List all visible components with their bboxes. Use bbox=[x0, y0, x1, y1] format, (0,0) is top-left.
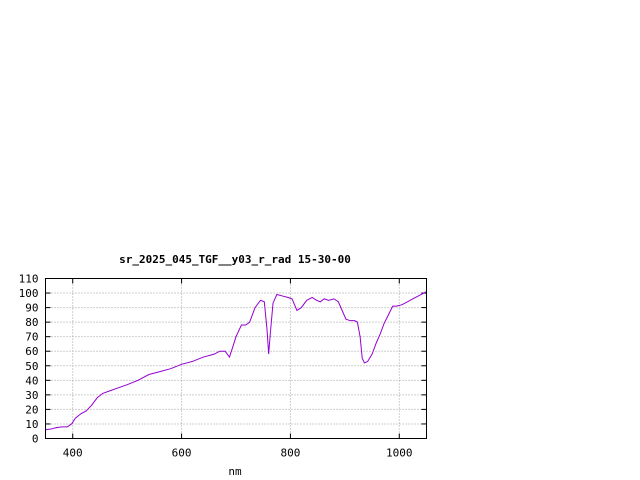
y-tick-label: 0 bbox=[32, 433, 39, 446]
y-tick-label: 110 bbox=[19, 273, 39, 286]
x-axis-label: nm bbox=[228, 465, 242, 478]
y-tick-label: 60 bbox=[25, 345, 38, 358]
y-tick-label: 20 bbox=[25, 403, 38, 416]
x-tick-label: 400 bbox=[63, 447, 83, 460]
x-tick-label: 600 bbox=[172, 447, 192, 460]
chart-title: sr_2025_045_TGF__y03_r_rad 15-30-00 bbox=[119, 253, 351, 266]
y-tick-label: 50 bbox=[25, 360, 38, 373]
y-tick-label: 40 bbox=[25, 374, 38, 387]
y-tick-label: 10 bbox=[25, 418, 38, 431]
series-line bbox=[45, 291, 427, 431]
x-axis-ticks: 400 600 800 1000 bbox=[63, 278, 413, 460]
y-tick-label: 90 bbox=[25, 302, 38, 315]
plot-frame bbox=[45, 278, 427, 439]
y-tick-label: 70 bbox=[25, 331, 38, 344]
y-tick-label: 100 bbox=[19, 287, 39, 300]
y-tick-label: 80 bbox=[25, 316, 38, 329]
y-tick-label: 30 bbox=[25, 389, 38, 402]
x-tick-label: 800 bbox=[280, 447, 300, 460]
x-tick-label: 1000 bbox=[386, 447, 413, 460]
grid bbox=[45, 278, 427, 439]
